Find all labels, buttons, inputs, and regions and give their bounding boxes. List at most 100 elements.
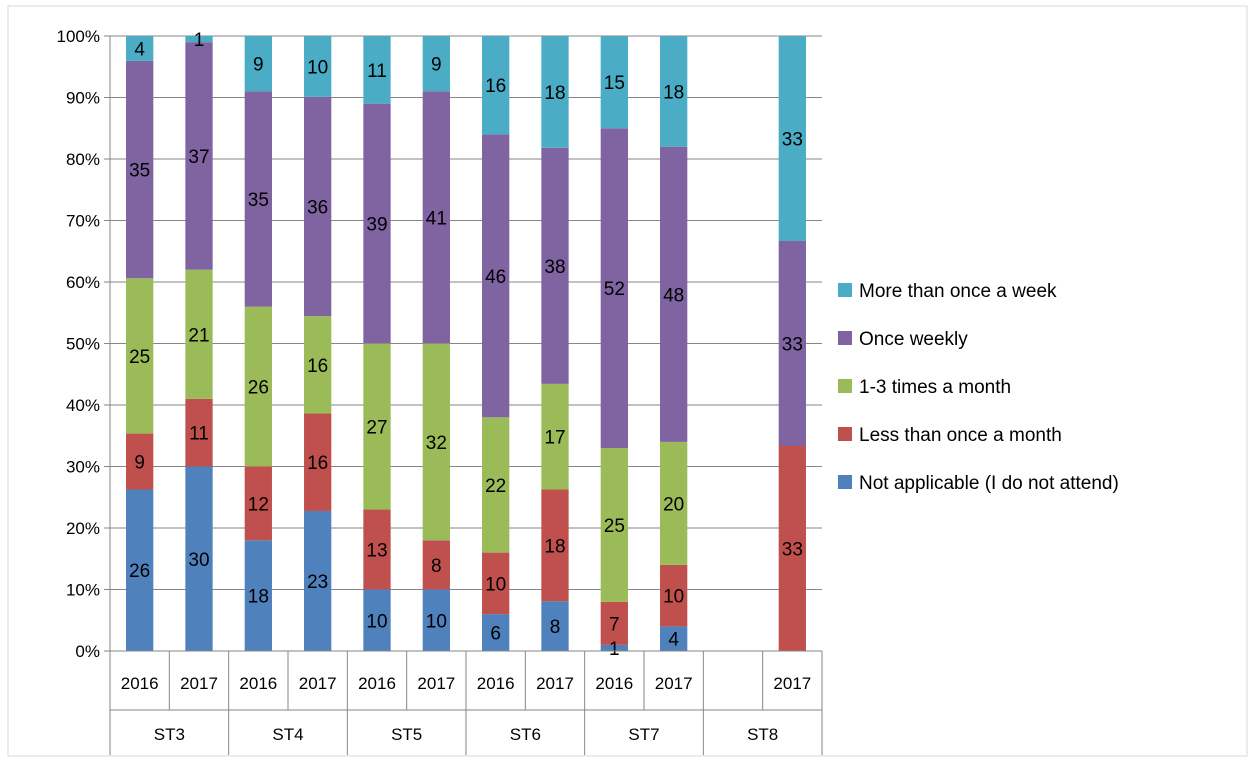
- legend-swatch: [838, 475, 852, 489]
- data-label: 33: [782, 540, 803, 561]
- x-year-label: 2017: [655, 674, 693, 693]
- bar-segment: [600, 601, 628, 645]
- axes: 0%10%20%30%40%50%60%70%80%90%100%2016 201…: [57, 27, 823, 755]
- bar-segment: [482, 552, 510, 615]
- bar-segment: [422, 343, 450, 541]
- data-label: 4: [134, 39, 145, 60]
- bar-segment: [541, 383, 569, 490]
- y-tick-label: 90%: [66, 89, 100, 108]
- bar-segment: [541, 147, 569, 384]
- data-label: 27: [366, 418, 387, 439]
- bar-segment: [126, 433, 154, 490]
- bar-segment: [363, 589, 391, 651]
- data-label: 10: [307, 57, 328, 78]
- bar-segment: [778, 241, 806, 446]
- x-group-label: ST3: [154, 725, 185, 744]
- x-group-label: ST4: [272, 725, 303, 744]
- legend-swatch: [838, 379, 852, 393]
- data-label: 33: [782, 130, 803, 151]
- bar-segment: [185, 36, 213, 43]
- y-tick-label: 20%: [66, 519, 100, 538]
- bar-segment: [422, 36, 450, 92]
- data-label: 16: [307, 453, 328, 474]
- data-label: 1: [194, 30, 205, 51]
- data-label: 11: [367, 61, 387, 82]
- bar-segment: [126, 36, 154, 61]
- x-year-label: 2016: [358, 674, 396, 693]
- legend-label: Once weekly: [859, 329, 968, 350]
- bar-segment: [304, 413, 332, 511]
- data-label: 20: [663, 494, 684, 515]
- bar-segment: [541, 36, 569, 148]
- bar-segment: [778, 36, 806, 241]
- data-label: 39: [366, 215, 387, 236]
- data-label: 36: [307, 197, 328, 218]
- bar-segment: [482, 614, 510, 651]
- legend: More than once a week Once weekly 1-3 time…: [838, 281, 1119, 494]
- x-year-label: 2017: [417, 674, 455, 693]
- bar-segment: [304, 36, 332, 97]
- x-year-label: 2016: [239, 674, 277, 693]
- bar-segment: [126, 60, 154, 279]
- bar-segment: [660, 36, 688, 147]
- x-year-label: 2017: [773, 674, 811, 693]
- bars: [126, 36, 806, 651]
- data-label: 35: [248, 190, 269, 211]
- bar-segment: [778, 446, 806, 651]
- bar-segment: [304, 96, 332, 317]
- x-group-label: ST5: [391, 725, 422, 744]
- data-label: 32: [426, 433, 447, 454]
- data-label: 38: [544, 257, 565, 278]
- data-label: 1: [609, 639, 620, 660]
- y-tick-label: 30%: [66, 458, 100, 477]
- data-label: 9: [253, 55, 264, 76]
- bar-segment: [244, 540, 272, 651]
- legend-swatch: [838, 283, 852, 297]
- bar-segment: [304, 316, 332, 414]
- x-year-label: 2017: [180, 674, 218, 693]
- y-tick-label: 80%: [66, 150, 100, 169]
- bar-segment: [185, 269, 213, 399]
- data-label: 30: [188, 550, 209, 571]
- bar-segment: [185, 42, 213, 270]
- data-label: 21: [188, 325, 209, 346]
- y-tick-label: 50%: [66, 335, 100, 354]
- data-label: 18: [248, 587, 269, 608]
- data-label: 18: [544, 536, 565, 557]
- legend-label: Not applicable (I do not attend): [859, 473, 1119, 494]
- gridlines: [110, 35, 822, 590]
- data-label: 26: [129, 561, 150, 582]
- data-label: 48: [663, 285, 684, 306]
- data-label: 26: [248, 378, 269, 399]
- data-label: 12: [248, 494, 269, 515]
- bar-segment: [126, 489, 154, 651]
- bar-segment: [363, 343, 391, 510]
- data-label: 22: [485, 476, 506, 497]
- data-label: 25: [604, 516, 625, 537]
- x-year-label: 2016: [121, 674, 159, 693]
- x-group-label: ST8: [747, 725, 778, 744]
- data-label: 18: [544, 83, 565, 104]
- bar-segment: [244, 36, 272, 92]
- y-tick-label: 70%: [66, 212, 100, 231]
- data-label: 23: [307, 572, 328, 593]
- data-label: 11: [189, 424, 209, 445]
- y-tick-label: 0%: [75, 642, 100, 661]
- data-label: 6: [490, 624, 501, 645]
- data-label: 37: [188, 147, 209, 168]
- bar-segment: [541, 489, 569, 602]
- bar-segment: [185, 466, 213, 651]
- x-year-label: 2017: [299, 674, 337, 693]
- data-label: 13: [366, 541, 387, 562]
- bar-segment: [541, 601, 569, 651]
- data-label: 10: [426, 611, 447, 632]
- data-label: 52: [604, 279, 625, 300]
- data-label: 15: [604, 73, 625, 94]
- bar-segment: [600, 644, 628, 651]
- legend-label: More than once a week: [859, 281, 1057, 302]
- data-label: 25: [129, 347, 150, 368]
- bar-segment: [600, 448, 628, 602]
- x-group-label: ST6: [510, 725, 541, 744]
- data-label: 33: [782, 335, 803, 356]
